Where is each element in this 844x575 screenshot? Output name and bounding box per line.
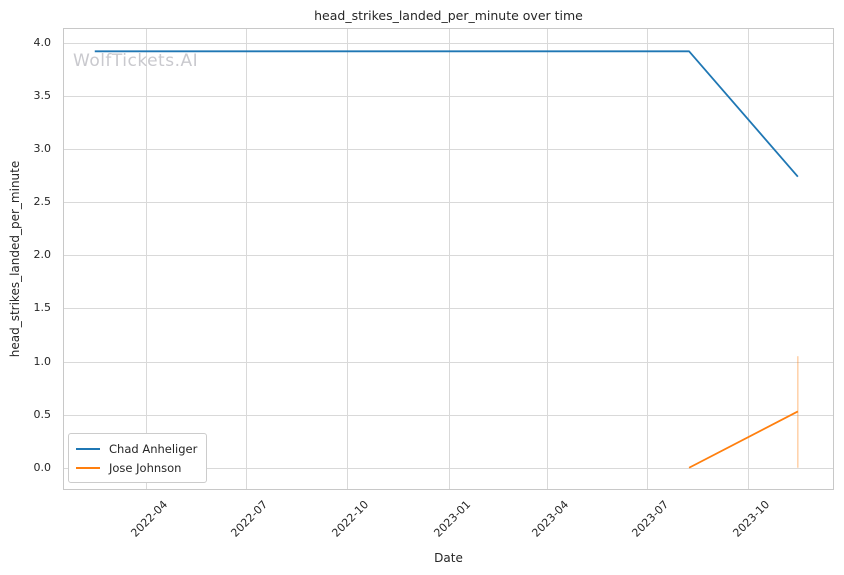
y-tick-label: 0.5 bbox=[33, 407, 52, 421]
v-gridline bbox=[647, 29, 649, 489]
v-gridline bbox=[547, 29, 549, 489]
y-tick-label: 0.0 bbox=[33, 460, 52, 474]
y-tick-label: 1.5 bbox=[33, 301, 52, 315]
legend-line-swatch-blue bbox=[76, 447, 100, 450]
v-gridline bbox=[748, 29, 750, 489]
y-tick-label: 4.0 bbox=[33, 35, 52, 49]
legend-label: Jose Johnson bbox=[109, 460, 182, 475]
v-gridline bbox=[246, 29, 248, 489]
h-gridline bbox=[64, 149, 833, 151]
series-line-jose-johnson bbox=[688, 410, 799, 469]
h-gridline bbox=[64, 202, 833, 204]
h-gridline bbox=[64, 467, 833, 469]
h-gridline bbox=[64, 361, 833, 363]
h-gridline bbox=[64, 42, 833, 44]
h-gridline bbox=[64, 95, 833, 97]
v-gridline bbox=[448, 29, 450, 489]
y-tick-label: 2.0 bbox=[33, 248, 52, 262]
legend-item-jose-johnson: Jose Johnson bbox=[76, 458, 197, 477]
legend-item-chad-anheliger: Chad Anheliger bbox=[76, 439, 197, 458]
h-gridline bbox=[64, 308, 833, 310]
series-line-chad-anheliger bbox=[94, 50, 799, 178]
h-gridline bbox=[64, 255, 833, 257]
plot-lines-svg bbox=[94, 50, 799, 469]
h-gridline bbox=[64, 414, 833, 416]
x-axis-label: Date bbox=[434, 551, 463, 565]
legend-line-swatch-orange bbox=[76, 466, 100, 469]
chart-title: head_strikes_landed_per_minute over time bbox=[314, 8, 583, 23]
y-tick-label: 3.0 bbox=[33, 142, 52, 156]
y-tick-label: 1.0 bbox=[33, 354, 52, 368]
legend: Chad Anheliger Jose Johnson bbox=[68, 433, 208, 483]
v-gridline bbox=[347, 29, 349, 489]
plot-area: WolfTickets.AI Chad Anheliger Jose Johns… bbox=[63, 28, 834, 490]
v-gridline bbox=[146, 29, 148, 489]
y-tick-label: 3.5 bbox=[33, 88, 52, 102]
watermark: WolfTickets.AI bbox=[73, 51, 199, 71]
legend-label: Chad Anheliger bbox=[109, 441, 198, 456]
y-tick-label: 2.5 bbox=[33, 195, 52, 209]
